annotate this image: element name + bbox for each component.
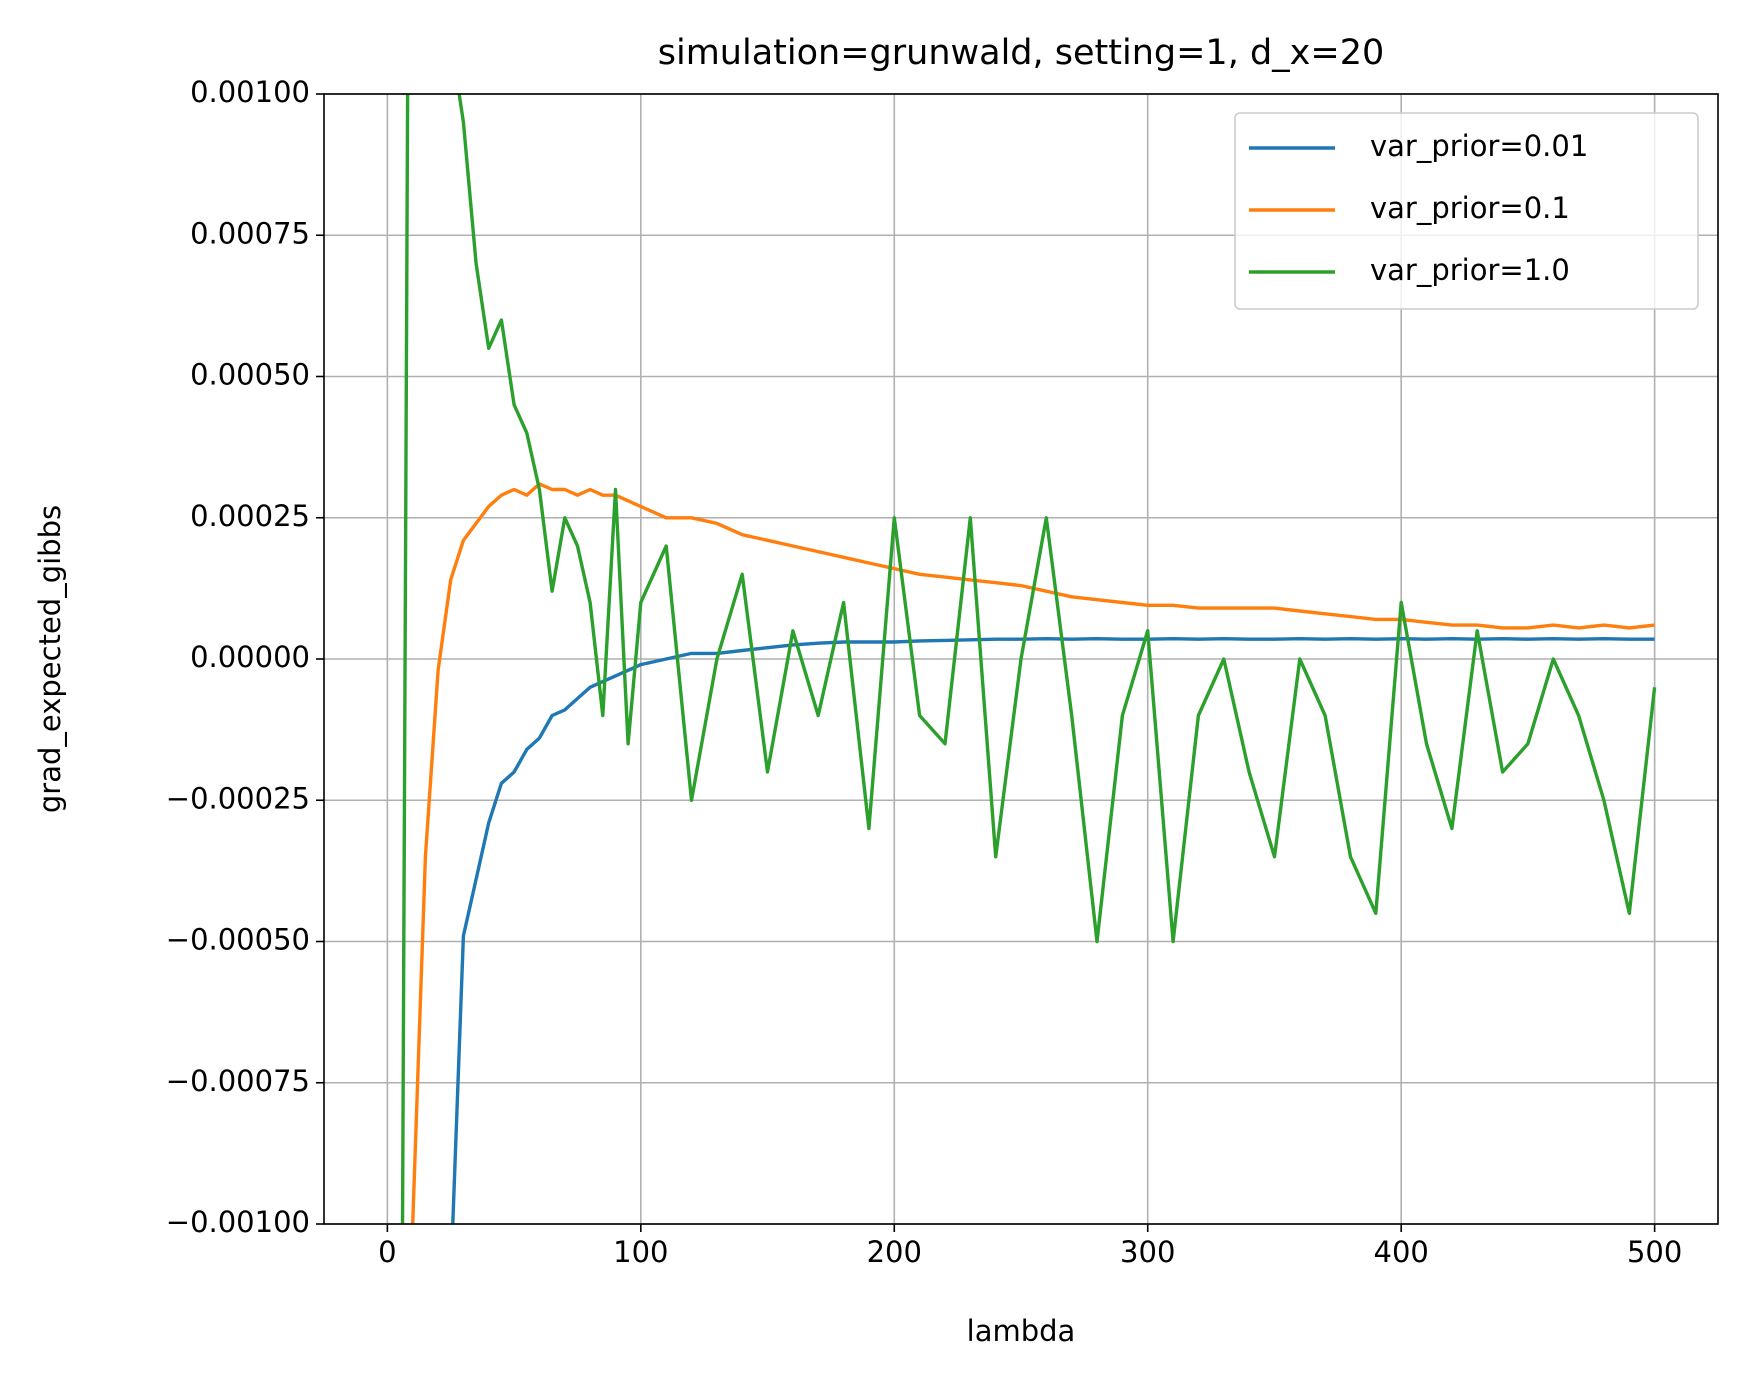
- y-tick-label: −0.00050: [166, 923, 310, 957]
- legend-box: [1234, 112, 1699, 310]
- line-series: [400, 94, 1657, 1224]
- x-tick-label: 300: [1120, 1235, 1175, 1269]
- y-tick-label: 0.00050: [190, 358, 310, 392]
- y-tick-label: −0.00025: [166, 781, 310, 815]
- y-tick-label: 0.00075: [190, 216, 310, 250]
- y-tick-label: 0.00000: [190, 640, 310, 674]
- x-tick-label: 400: [1374, 1235, 1429, 1269]
- legend-label: var_prior=1.0: [1370, 253, 1570, 287]
- plot-area: [400, 94, 1657, 1224]
- line-series: [410, 482, 1655, 1224]
- x-tick-label: 500: [1627, 1235, 1682, 1269]
- chart-title: simulation=grunwald, setting=1, d_x=20: [658, 33, 1385, 73]
- y-tick-label: −0.00075: [166, 1064, 310, 1098]
- y-axis-label: grad_expected_gibbs: [33, 505, 67, 813]
- line-series: [451, 637, 1655, 1224]
- x-axis-label: lambda: [967, 1314, 1076, 1348]
- legend-label: var_prior=0.1: [1370, 191, 1570, 225]
- x-tick-label: 100: [613, 1235, 668, 1269]
- y-tick-label: −0.00100: [166, 1205, 310, 1239]
- y-tick-label: 0.00100: [190, 75, 310, 109]
- legend-label: var_prior=0.01: [1370, 129, 1588, 163]
- x-tick-label: 200: [867, 1235, 922, 1269]
- x-tick-label: 0: [378, 1235, 396, 1269]
- y-tick-label: 0.00025: [190, 499, 310, 533]
- plot-frame: [323, 93, 1719, 1225]
